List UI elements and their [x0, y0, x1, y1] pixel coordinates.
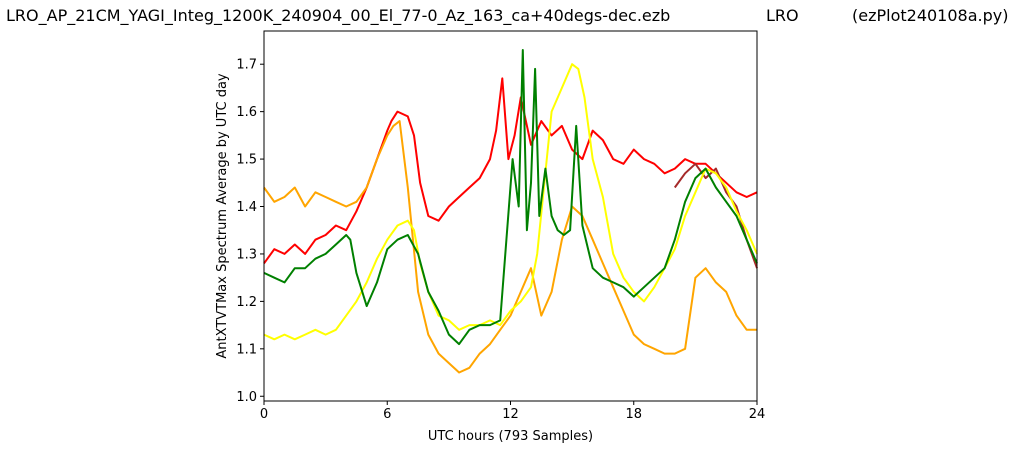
y-tick-label: 1.2 [236, 295, 257, 310]
series-line-1 [263, 77, 758, 264]
series-line-4 [263, 63, 758, 341]
x-tick-label: 0 [260, 407, 268, 422]
y-tick-label: 1.0 [236, 390, 257, 405]
series-line-5 [263, 49, 758, 346]
chart-title-script: (ezPlot240108a.py) [852, 6, 1009, 25]
x-axis-label: UTC hours (793 Samples) [428, 429, 593, 444]
y-tick-label: 1.7 [236, 58, 257, 73]
chart-title: LRO_AP_21CM_YAGI_Integ_1200K_240904_00_E… [6, 6, 671, 25]
series-line-3 [263, 120, 757, 374]
x-tick-label: 18 [625, 407, 642, 422]
plot-frame [263, 30, 758, 402]
series-line-2 [673, 162, 758, 269]
x-tick-label: 24 [749, 407, 766, 422]
y-tick-label: 1.4 [236, 200, 257, 215]
series-layer [263, 49, 758, 374]
y-tick-label: 1.6 [236, 105, 257, 120]
y-tick-label: 1.3 [236, 247, 257, 262]
x-tick-label: 12 [502, 407, 519, 422]
y-tick-label: 1.1 [236, 342, 257, 357]
ticks-layer: 0 6 12 18 24 1.0 1.1 1.2 1.3 1.4 1.5 1.6 1.7 [236, 58, 765, 422]
chart-title-source: LRO [766, 6, 799, 25]
y-tick-label: 1.5 [236, 153, 257, 168]
y-axis-label: AntXTVTMax Spectrum Average by UTC day [215, 73, 230, 359]
x-tick-label: 6 [383, 407, 391, 422]
